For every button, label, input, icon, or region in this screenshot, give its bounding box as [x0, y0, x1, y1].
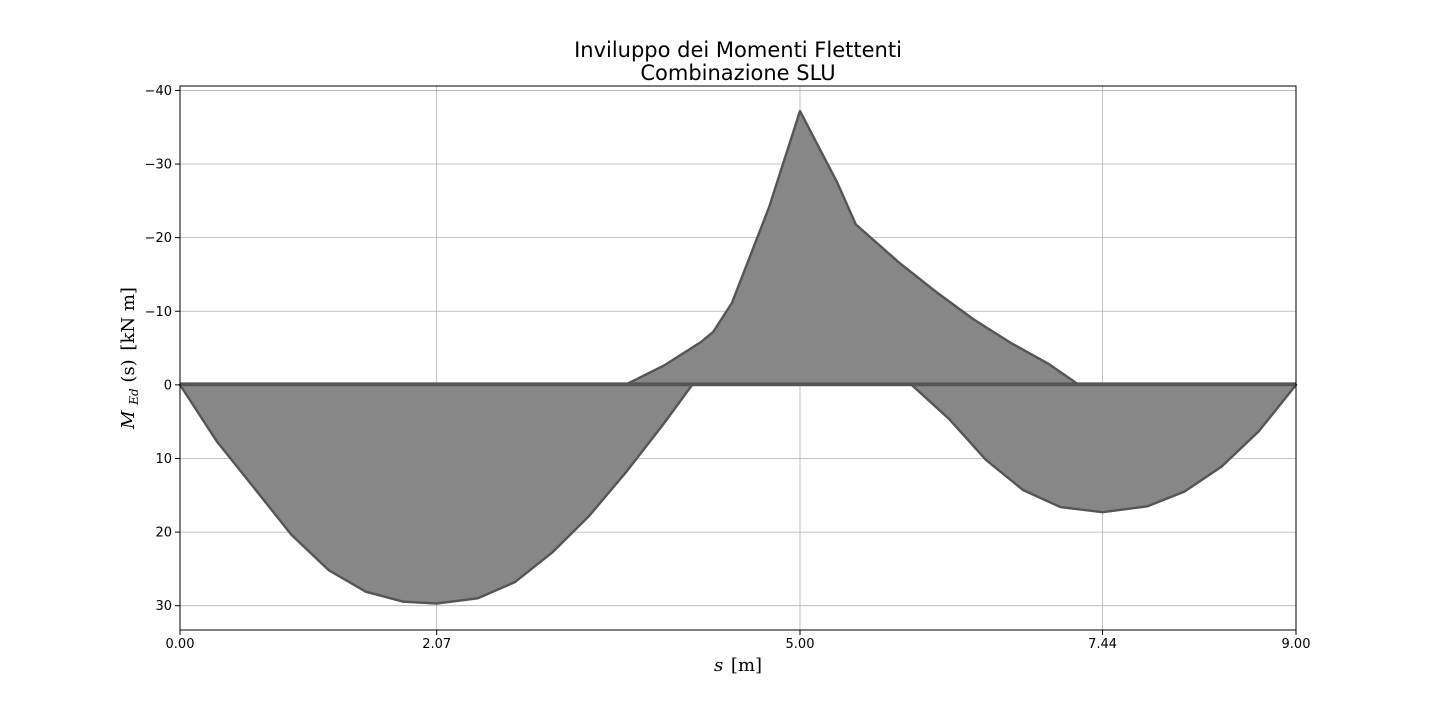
ticks: 0.00 2.07 5.00 7.44 9.00 −40 −30 −20 −10 0 10 20 30	[145, 84, 1311, 652]
y-tick-label: −40	[145, 84, 172, 99]
x-tick-label: 2.07	[422, 637, 451, 652]
y-tick-label: 0	[164, 378, 172, 393]
plot-frame	[179, 85, 1297, 631]
x-tick-label: 7.44	[1088, 637, 1117, 652]
y-tick-label: −20	[145, 231, 172, 246]
y-tick-label: −10	[145, 305, 172, 320]
plot-areas	[178, 109, 1298, 605]
x-axis-label-unit: [m]	[731, 655, 762, 676]
x-tick-label: 9.00	[1282, 637, 1311, 652]
y-tick-label: 30	[155, 599, 172, 614]
x-axis-label: s [m]	[714, 655, 762, 676]
envelope-area-1	[178, 109, 1298, 387]
y-tick-label: −30	[145, 158, 172, 173]
chart-title-line-1: Inviluppo dei Momenti Flettenti	[574, 38, 902, 62]
x-axis-label-symbol: s	[714, 655, 723, 676]
x-tick-label: 0.00	[166, 637, 195, 652]
y-axis-label: M Ed (s) [kN m]	[118, 287, 143, 430]
x-tick-label: 5.00	[786, 637, 815, 652]
y-axis-label-argument: (s)	[118, 359, 139, 382]
y-tick-label: 20	[155, 526, 172, 541]
y-axis-label-symbol: M	[118, 410, 139, 430]
y-axis-label-unit: [kN m]	[118, 287, 139, 351]
y-axis-label-subscript: Ed	[127, 388, 141, 406]
chart-title-line-2: Combinazione SLU	[640, 61, 835, 85]
y-tick-label: 10	[155, 452, 172, 467]
envelope-area-0	[178, 383, 1298, 605]
